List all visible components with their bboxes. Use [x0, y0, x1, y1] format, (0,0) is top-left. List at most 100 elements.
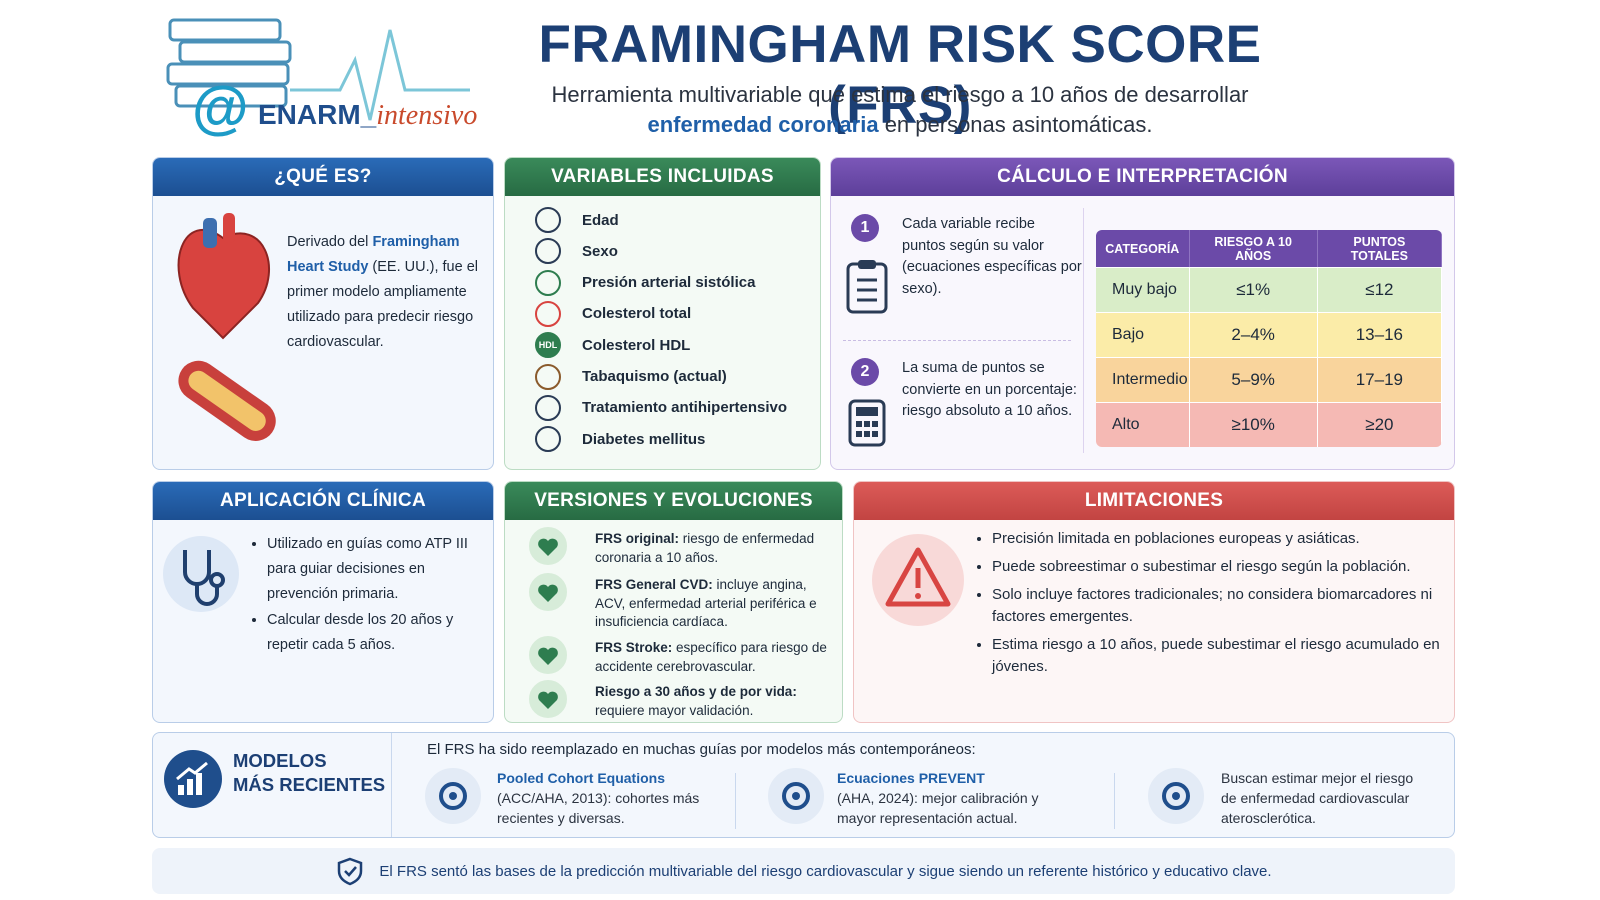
model-icon	[424, 767, 482, 825]
table-cell: Muy bajo	[1096, 267, 1190, 312]
version-text: requiere mayor validación.	[595, 702, 754, 718]
description: Derivado del Framingham Heart Study (EE.…	[287, 230, 487, 355]
variable-icon-svg	[535, 363, 561, 390]
model-icon-svg	[425, 768, 481, 824]
step-text: La suma de puntos se convierte en un por…	[902, 360, 1077, 419]
table-row: Muy bajo ≤1% ≤12	[1096, 267, 1442, 312]
version-text: incluye angina, ACV, enfermedad arterial…	[595, 577, 817, 629]
logo-tagline: intensivo	[376, 100, 478, 131]
model-text: Buscan estimar mejor el riesgo de enferm…	[1221, 770, 1414, 826]
warning-icon	[872, 534, 964, 626]
model-text: (AHA, 2024): mejor calibración y mayor r…	[837, 790, 1039, 826]
version-icon	[528, 679, 568, 719]
logo-at: @	[192, 75, 249, 140]
version-label: FRS Stroke:	[595, 640, 673, 655]
variable-icon-svg	[535, 269, 561, 296]
table-cell: ≥10%	[1189, 402, 1318, 447]
panel-title: VARIABLES INCLUIDAS	[505, 158, 820, 196]
panel-title: ¿QUÉ ES?	[153, 158, 493, 196]
variable-item: Colesterol HDL	[582, 336, 691, 354]
clipboard-icon	[846, 260, 888, 314]
table-cell: ≤12	[1317, 267, 1442, 312]
shield-icon	[338, 857, 363, 886]
panel-calculation: CÁLCULO E INTERPRETACIÓN	[830, 157, 1455, 470]
table-cell: ≥20	[1317, 402, 1442, 447]
step-number: 1	[851, 214, 879, 242]
subtitle: Herramienta multivariable que estima el …	[480, 80, 1320, 140]
panel-title: LIMITACIONES	[854, 482, 1454, 520]
heart-illustration	[177, 213, 276, 441]
model-item: Buscan estimar mejor el riesgo de enferm…	[1221, 768, 1431, 828]
subtitle-highlight: enfermedad coronaria	[647, 112, 879, 137]
limitation-item: Puede sobreestimar o subestimar el riesg…	[992, 556, 1444, 578]
icon-badge: HDL	[538, 340, 558, 351]
version-icon-svg	[529, 527, 567, 565]
logo-brand: ENARM_	[258, 99, 377, 130]
panel-clinical: APLICACIÓN CLÍNICA Utilizado en guías co…	[152, 481, 494, 723]
model-icon	[1147, 767, 1205, 825]
model-icon-svg	[1148, 768, 1204, 824]
column-header: PUNTOS TOTALES	[1317, 230, 1442, 267]
variable-icon-svg	[535, 207, 561, 233]
column-header: CATEGORÍA	[1096, 230, 1190, 267]
limitations-list: Precisión limitada en poblaciones europe…	[974, 528, 1444, 684]
clinical-item: Calcular desde los 20 años y repetir cad…	[267, 608, 485, 658]
variable-item: Tratamiento antihipertensivo	[582, 399, 788, 417]
panel-what-is: ¿QUÉ ES? Derivado del Framingham Heart S…	[152, 157, 494, 470]
version-item: FRS Stroke: específico para riesgo de ac…	[595, 639, 835, 676]
model-item: Pooled Cohort Equations (ACC/AHA, 2013): …	[497, 768, 717, 828]
clinical-item: Utilizado en guías como ATP III para gui…	[267, 532, 485, 607]
table-body: Muy bajo ≤1% ≤12 Bajo 2–4% 13–16 Intermedio 5–9…	[1096, 267, 1442, 447]
description-highlight: Framingham Heart Study	[287, 234, 460, 275]
version-item: Riesgo a 30 años y de por vida: requiere…	[595, 683, 835, 720]
variable-icon-svg	[535, 426, 561, 453]
table-header: CATEGORÍA RIESGO A 10 AÑOS PUNTOS TOTALES	[1096, 230, 1442, 267]
table-cell: Intermedio	[1096, 357, 1190, 402]
logo-graphic	[166, 18, 470, 121]
table-cell: Alto	[1096, 402, 1190, 447]
table-cell: 17–19	[1317, 357, 1442, 402]
table-cell: Bajo	[1096, 312, 1190, 357]
footer: El FRS sentó las bases de la predicción …	[152, 848, 1455, 894]
model-text: (ACC/AHA, 2013): cohortes más recientes …	[497, 790, 700, 826]
version-label: Riesgo a 30 años y de por vida:	[595, 684, 797, 699]
models-intro: El FRS ha sido reemplazado en muchas guí…	[427, 741, 976, 758]
divider	[1083, 208, 1084, 453]
version-icon	[528, 635, 568, 675]
variable-item: Tabaquismo (actual)	[582, 368, 727, 385]
version-label: FRS original:	[595, 531, 679, 546]
subtitle-text: Herramienta multivariable que estima el …	[551, 82, 1249, 107]
variable-item: Edad	[582, 211, 619, 229]
version-icon-svg	[529, 680, 567, 718]
version-icon	[528, 572, 568, 612]
table-cell: 5–9%	[1189, 357, 1318, 402]
variable-icon	[534, 363, 562, 391]
footer-text: El FRS sentó las bases de la predicción …	[379, 862, 1272, 880]
model-icon-svg	[768, 768, 824, 824]
subtitle-text: en personas asintomáticas.	[884, 112, 1153, 137]
variable-icon	[534, 394, 562, 422]
version-icon-svg	[529, 636, 567, 674]
description-text: Derivado del	[287, 234, 369, 250]
table-cell: 2–4%	[1189, 312, 1318, 357]
clinical-list: Utilizado en guías como ATP III para gui…	[249, 532, 485, 659]
logo-text: ENARM_intensivo	[258, 98, 477, 133]
model-name: Pooled Cohort Equations	[497, 770, 665, 786]
panel-title: VERSIONES Y EVOLUCIONES	[505, 482, 842, 520]
step-number: 2	[851, 358, 879, 386]
limitation-item: Estima riesgo a 10 años, puede subestima…	[992, 634, 1444, 678]
panel-variables: VARIABLES INCLUIDAS	[504, 157, 821, 470]
panel-title: CÁLCULO E INTERPRETACIÓN	[831, 158, 1454, 196]
title: FRAMINGHAM RISK SCORE (FRS)	[538, 15, 1262, 135]
version-item: FRS original: riesgo de enfermedad coron…	[595, 530, 835, 567]
variable-item: Colesterol total	[582, 305, 692, 323]
model-item: Ecuaciones PREVENT (AHA, 2024): mejor cal…	[837, 768, 1057, 828]
variable-icon-svg	[535, 332, 561, 359]
column-header: RIESGO A 10 AÑOS	[1189, 230, 1318, 267]
models-title-line: MÁS RECIENTES	[233, 774, 386, 795]
model-name: Ecuaciones PREVENT	[837, 770, 985, 786]
variable-icon-svg	[535, 238, 561, 265]
limitation-item: Solo incluye factores tradicionales; no …	[992, 584, 1444, 628]
chart-icon	[164, 750, 222, 808]
